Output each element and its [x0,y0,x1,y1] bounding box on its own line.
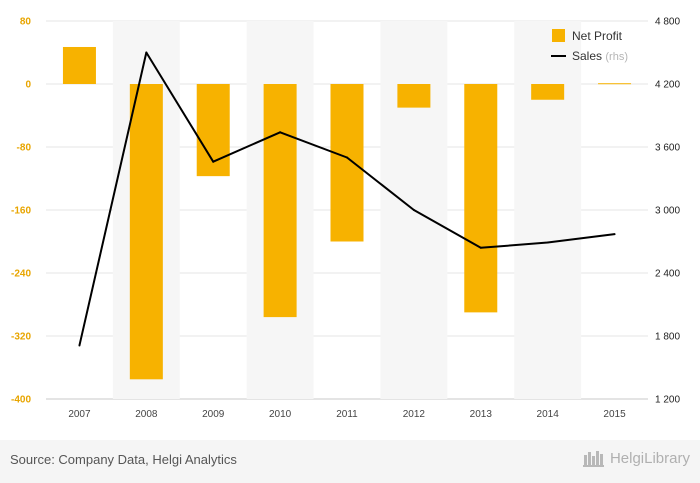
net-profit-bar [330,84,364,242]
x-tick-label: 2009 [202,409,225,420]
net-profit-bar [598,83,632,85]
left-tick-label: -160 [11,206,31,217]
sales-point [145,51,148,54]
net-profit-bars [62,46,632,380]
x-tick-label: 2010 [269,409,292,420]
right-tick-label: 1 200 [655,395,680,406]
footer: Source: Company Data, Helgi Analytics He… [0,440,700,483]
right-tick-label: 1 800 [655,332,680,343]
sales-point [346,156,348,159]
right-axis-ticks: 4 800 4 200 3 600 3 000 2 400 1 800 1 200 [655,17,680,406]
right-tick-label: 4 200 [655,80,680,91]
net-profit-bar [464,84,498,313]
net-profit-bar [263,84,297,318]
sales-point [78,344,81,347]
category-band [514,21,582,399]
right-tick-label: 2 400 [655,269,680,280]
source-note: Source: Company Data, Helgi Analytics [10,452,237,467]
x-tick-label: 2012 [403,409,426,420]
brand-logo: HelgiLibrary [582,449,690,467]
net-profit-bar [129,84,163,380]
legend-swatch-net-profit [552,29,565,42]
net-profit-bar [62,46,96,84]
legend: Net Profit Sales (rhs) [551,29,628,63]
x-tick-label: 2015 [603,409,626,420]
left-tick-label: -240 [11,269,31,280]
x-tick-label: 2007 [68,409,91,420]
right-tick-label: 3 000 [655,206,680,217]
left-tick-label: 0 [25,80,31,91]
chart-area: 80 0 -80 -160 -240 -320 -400 4 800 4 200 3 600 3 … [11,17,680,421]
legend-label-sales-name: Sales [572,49,602,63]
left-tick-label: -400 [11,395,31,406]
sales-line [78,51,616,347]
x-axis-ticks: 2007 2008 2009 2010 2011 2012 2013 2014 2015 [68,409,626,420]
right-tick-label: 3 600 [655,143,680,154]
x-tick-label: 2011 [336,409,358,420]
sales-point [212,160,215,163]
sales-point [479,246,482,249]
left-axis-ticks: 80 0 -80 -160 -240 -320 -400 [11,17,31,406]
brand-name: HelgiLibrary [609,449,690,467]
legend-label-net-profit: Net Profit [572,29,623,43]
x-tick-label: 2008 [135,409,158,420]
left-tick-label: -80 [17,143,32,154]
sales-point [546,241,549,244]
net-profit-bar [531,84,565,100]
library-icon [582,451,604,467]
sales-point [412,209,415,211]
right-tick-label: 4 800 [655,17,680,28]
net-profit-bar [397,84,431,108]
legend-label-sales-suffix: (rhs) [605,51,628,63]
x-tick-label: 2014 [537,409,560,420]
combo-chart: 80 0 -80 -160 -240 -320 -400 4 800 4 200 3 600 3 … [11,17,680,421]
sales-point [279,131,282,134]
left-tick-label: -320 [11,332,31,343]
x-tick-label: 2013 [470,409,493,420]
legend-label-sales: Sales (rhs) [572,49,628,63]
left-tick-label: 80 [20,17,32,28]
sales-point [613,233,616,236]
